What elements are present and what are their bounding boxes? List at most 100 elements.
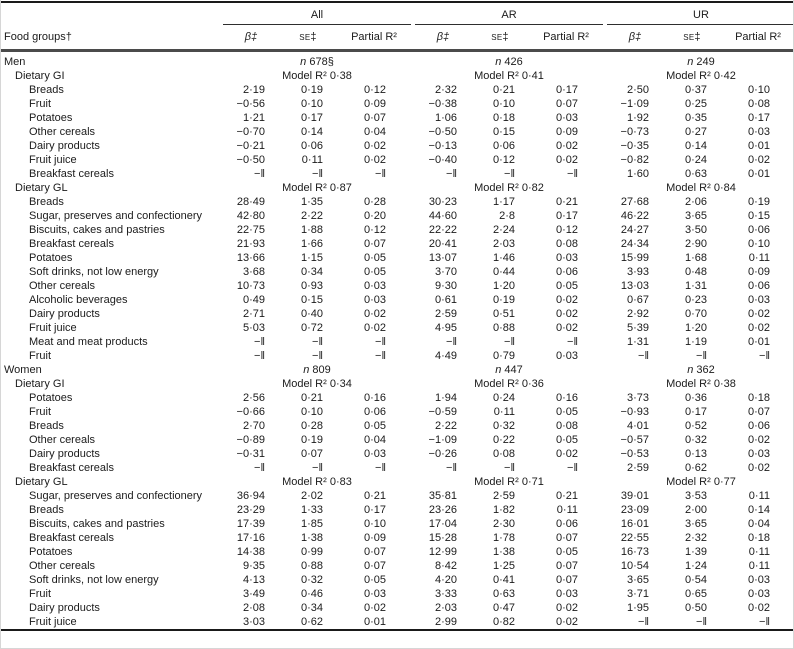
partial-r2-value: 0·03	[363, 279, 386, 292]
table-row: Dairy products −0·21 0·06 0·02 −0·13 0·06 0·02…	[1, 139, 793, 153]
partial-r2-value: 0·05	[555, 279, 578, 292]
food-group-label: Fruit	[29, 587, 51, 600]
se-value: 0·19	[300, 433, 323, 446]
se-value: 1·33	[300, 503, 323, 516]
beta-value: 8·42	[434, 559, 457, 572]
partial-r2-value: 0·09	[555, 125, 578, 138]
n-count: n 447	[495, 363, 523, 376]
table-row: Potatoes 1·21 0·17 0·07 1·06 0·18 0·03 1·92 0·35…	[1, 111, 793, 125]
se-value: 0·44	[492, 265, 515, 278]
beta-value: 2·03	[434, 601, 457, 614]
se-value: −‖	[696, 349, 707, 362]
beta-value: 16·73	[620, 545, 649, 558]
se-value: 1·20	[684, 321, 707, 334]
table-row: Fruit juice 5·03 0·72 0·02 4·95 0·88 0·02 5·39 1…	[1, 321, 793, 335]
partial-r2-value: 0·21	[555, 195, 578, 208]
table-row: Other cereals −0·89 0·19 0·04 −1·09 0·22 0·05 −…	[1, 433, 793, 447]
beta-value: 20·41	[428, 237, 457, 250]
beta-value: 1·31	[626, 335, 649, 348]
se-value: 0·46	[300, 587, 323, 600]
beta-value: 2·59	[626, 461, 649, 474]
se-value: 0·70	[684, 307, 707, 320]
se-value: 1·82	[492, 503, 515, 516]
partial-r2-value: 0·02	[555, 307, 578, 320]
partial-r2-column-header: Partial R²	[337, 24, 411, 52]
beta-value: 9·30	[434, 279, 457, 292]
beta-value: 16·01	[620, 517, 649, 530]
food-group-label: Other cereals	[29, 279, 96, 292]
beta-value: 2·92	[626, 307, 649, 320]
se-value: 1·19	[684, 335, 707, 348]
partial-r2-value: −‖	[375, 461, 386, 474]
se-value: 2·00	[684, 503, 707, 516]
beta-value: 2·19	[242, 83, 265, 96]
table-row: Dietary GL Model R² 0·87 Model R² 0·82 Mode…	[1, 181, 793, 195]
se-value: 2·02	[300, 489, 323, 502]
table-row: Dietary GL Model R² 0·83 Model R² 0·71 Mode…	[1, 475, 793, 489]
partial-r2-value: 0·03	[555, 111, 578, 124]
beta-value: 1·06	[434, 111, 457, 124]
beta-value: −‖	[446, 335, 457, 348]
food-group-label: Dairy products	[29, 447, 100, 460]
food-groups-column-header: Food groups†	[1, 24, 223, 52]
se-value: 0·32	[300, 573, 323, 586]
beta-value: 13·07	[428, 251, 457, 264]
se-value: 1·38	[300, 531, 323, 544]
se-value: −‖	[312, 335, 323, 348]
table-row: Breakfast cereals −‖ −‖ −‖ −‖ −‖ −‖ 1·60 0·63 0·0…	[1, 167, 793, 181]
food-group-label: Potatoes	[29, 391, 73, 404]
se-value: 1·25	[492, 559, 515, 572]
beta-value: 0·67	[626, 293, 649, 306]
food-group-label: Breakfast cereals	[29, 237, 114, 250]
partial-r2-value: 0·06	[747, 419, 770, 432]
se-value: 0·25	[684, 97, 707, 110]
partial-r2-value: 0·02	[363, 307, 386, 320]
food-group-label: Biscuits, cakes and pastries	[29, 517, 165, 530]
se-value: 0·50	[684, 601, 707, 614]
beta-value: −0·38	[428, 97, 457, 110]
food-group-label: Breads	[29, 419, 64, 432]
n-count: n 362	[687, 363, 715, 376]
beta-value: 28·49	[236, 195, 265, 208]
partial-r2-value: 0·02	[747, 307, 770, 320]
se-value: 2·30	[492, 517, 515, 530]
se-value: 0·07	[300, 447, 323, 460]
se-value: 0·79	[492, 349, 515, 362]
food-group-label: Dairy products	[29, 139, 100, 152]
partial-r2-value: 0·17	[747, 111, 770, 124]
beta-value: 22·55	[620, 531, 649, 544]
table-row: Potatoes 2·56 0·21 0·16 1·94 0·24 0·16 3·73 0·36…	[1, 391, 793, 405]
partial-r2-value: −‖	[375, 167, 386, 180]
se-value: 2·03	[492, 237, 515, 250]
table-row: Men n 678§ n 426 n 249	[1, 50, 793, 69]
se-value: −‖	[696, 615, 707, 628]
se-value: 0·19	[300, 83, 323, 96]
food-group-label: Fruit juice	[29, 321, 77, 334]
se-value: 0·15	[492, 125, 515, 138]
se-value: 0·88	[492, 321, 515, 334]
se-value: 0·08	[492, 447, 515, 460]
beta-value: −0·56	[236, 97, 265, 110]
food-group-label: Breads	[29, 83, 64, 96]
partial-r2-value: 0·02	[747, 433, 770, 446]
partial-r2-value: 0·12	[363, 223, 386, 236]
beta-value: 23·09	[620, 503, 649, 516]
beta-value: −0·59	[428, 405, 457, 418]
beta-value: −0·26	[428, 447, 457, 460]
food-group-label: Potatoes	[29, 251, 73, 264]
beta-value: 23·29	[236, 503, 265, 516]
table-row: Other cereals 10·73 0·93 0·03 9·30 1·20 0·05 13…	[1, 279, 793, 293]
partial-r2-value: −‖	[567, 461, 578, 474]
se-value: 1·85	[300, 517, 323, 530]
food-group-label: Dietary GI	[15, 69, 65, 82]
partial-r2-value: 0·01	[747, 167, 770, 180]
partial-r2-value: 0·03	[555, 251, 578, 264]
model-r2: Model R² 0·34	[282, 377, 352, 390]
beta-value: −‖	[638, 615, 649, 628]
se-value: 3·50	[684, 223, 707, 236]
partial-r2-value: 0·07	[555, 559, 578, 572]
se-value: 0·18	[492, 111, 515, 124]
table-row: Sugar, preserves and confectionery 36·94 2…	[1, 489, 793, 503]
partial-r2-value: 0·07	[555, 573, 578, 586]
